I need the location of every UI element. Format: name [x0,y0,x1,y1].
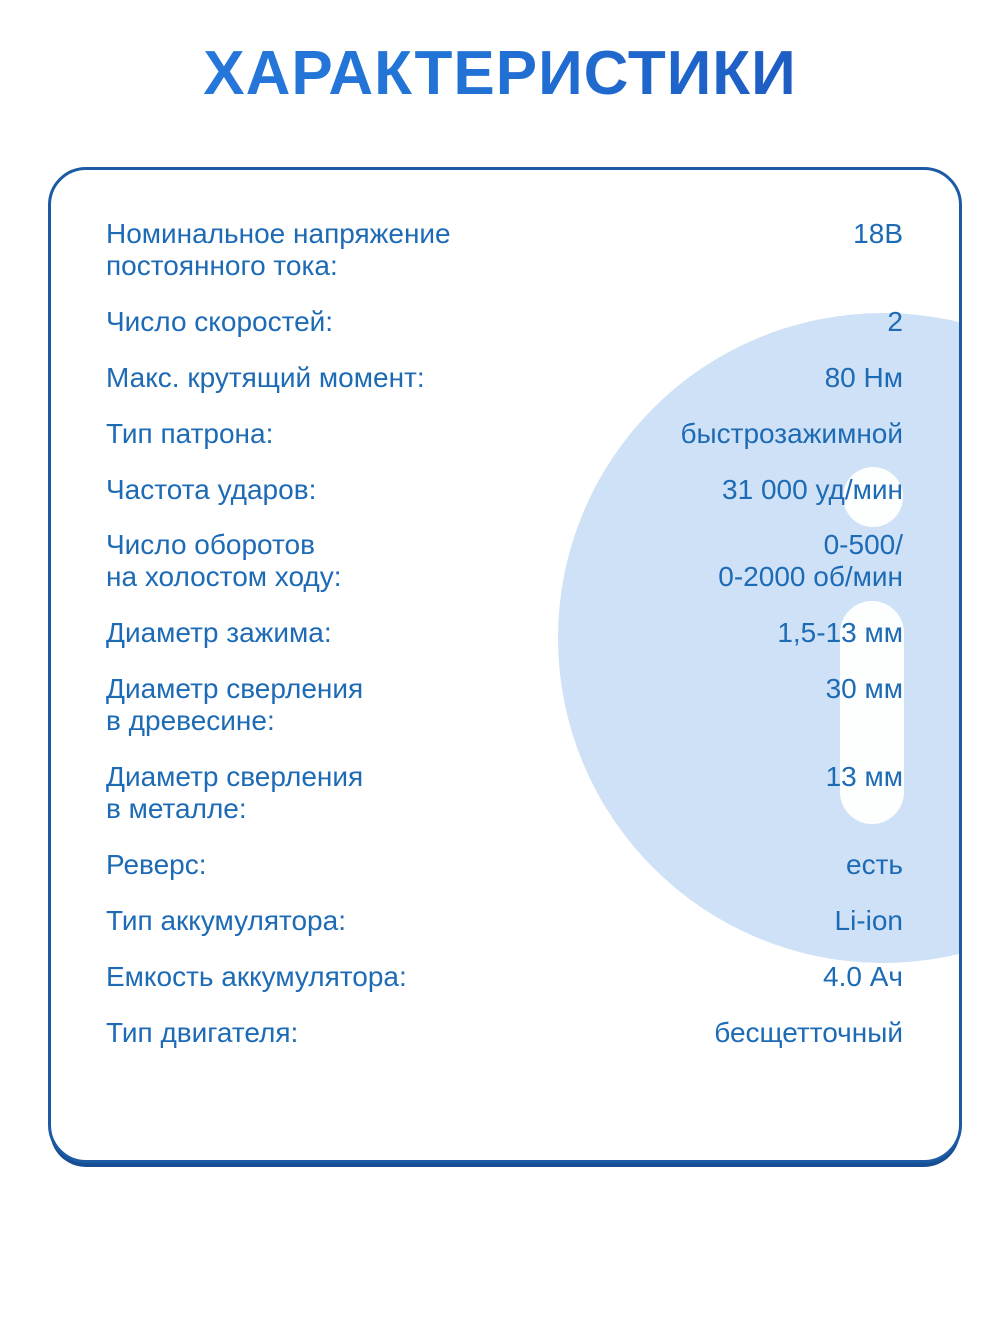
spec-label-line: Емкость аккумулятора: [106,960,407,992]
spec-label-line: Число оборотов [106,529,315,561]
spec-value: 0-500/0-2000 об/мин [718,529,903,593]
spec-row: Диаметр сверления в древесине: 30 мм [106,673,903,737]
spec-row: Частота ударов: 31 000 уд/мин [106,474,903,506]
spec-label: Макс. крутящий момент: [106,362,425,394]
spec-label-line: Реверс: [106,848,207,880]
spec-label-line: на холостом ходу: [106,561,342,593]
spec-row: Число оборотов на холостом ходу: 0-500/0-… [106,529,903,593]
spec-label-line: постоянного тока: [106,249,338,281]
spec-value: 1,5-13 мм [777,617,903,649]
spec-label: Тип двигателя: [106,1017,298,1049]
spec-value: бесщетточный [714,1017,903,1049]
spec-row: Число скоростей: 2 [106,306,903,338]
spec-value-line: 1,5-13 мм [777,617,903,649]
spec-row: Емкость аккумулятора: 4.0 Ач [106,961,903,993]
spec-label-line: Частота ударов: [106,473,317,505]
spec-label-line: Диаметр зажима: [106,617,332,649]
spec-label: Тип патрона: [106,418,273,450]
spec-value-line: 80 Нм [824,361,903,393]
spec-value-line: Li-ion [834,904,903,936]
decorative-dot [843,467,903,527]
spec-label-line: Диаметр сверления [106,760,364,792]
page-title: ХАРАКТЕРИСТИКИ [0,38,1000,109]
spec-label-line: Число скоростей: [106,305,334,337]
spec-value: 4.0 Ач [823,961,903,993]
spec-value: быстрозажимной [680,418,903,450]
spec-value-line: 31 000 уд/мин [722,473,903,505]
spec-label-line: в древесине: [106,705,275,737]
spec-label-line: Тип патрона: [106,417,274,449]
spec-value-line: 18В [853,218,903,249]
spec-card: Номинальное напряжение постоянного тока: … [48,167,962,1163]
spec-value-line: 13 мм [825,760,903,792]
spec-value: есть [846,849,903,881]
spec-label: Тип аккумулятора: [106,905,346,937]
spec-value-line: 0-2000 об/мин [718,561,903,593]
spec-label-line: в металле: [106,792,247,824]
spec-row: Макс. крутящий момент: 80 Нм [106,362,903,394]
spec-label: Диаметр зажима: [106,617,332,649]
spec-label: Число оборотов на холостом ходу: [106,529,342,593]
spec-value: 80 Нм [825,362,903,394]
spec-label: Реверс: [106,849,207,881]
spec-value-line: есть [846,848,903,880]
spec-value-line: 2 [887,305,903,337]
spec-value-line: 30 мм [825,673,903,705]
spec-row: Тип аккумулятора: Li-ion [106,905,903,937]
spec-row: Тип двигателя: бесщетточный [106,1017,903,1049]
spec-label: Емкость аккумулятора: [106,961,407,993]
spec-row: Реверс: есть [106,849,903,881]
spec-rows: Номинальное напряжение постоянного тока: … [51,170,959,1048]
spec-value-line: 4.0 Ач [823,960,903,992]
spec-row: Номинальное напряжение постоянного тока: … [106,218,903,282]
spec-label: Число скоростей: [106,306,333,338]
spec-value-line: бесщетточный [714,1016,903,1048]
spec-value: 30 мм [826,673,903,705]
spec-label: Частота ударов: [106,474,316,506]
decorative-pill [840,601,904,824]
spec-value: 2 [887,306,903,338]
spec-label: Диаметр сверления в металле: [106,761,363,825]
spec-value: Li-ion [835,905,903,937]
spec-value: 31 000 уд/мин [722,474,903,506]
spec-label-line: Макс. крутящий момент: [106,361,425,393]
spec-value: 18В [853,218,903,250]
spec-value-line: быстрозажимной [680,417,903,449]
spec-value: 13 мм [826,761,903,793]
spec-label-line: Тип двигателя: [106,1016,299,1048]
spec-value-line: 0-500/ [823,529,903,561]
spec-label: Диаметр сверления в древесине: [106,673,363,737]
spec-row: Диаметр зажима: 1,5-13 мм [106,617,903,649]
spec-row: Диаметр сверления в металле: 13 мм [106,761,903,825]
spec-row: Тип патрона: быстрозажимной [106,418,903,450]
spec-label: Номинальное напряжение постоянного тока: [106,218,451,282]
spec-label-line: Диаметр сверления [106,673,364,705]
spec-label-line: Тип аккумулятора: [106,904,346,936]
spec-label-line: Номинальное напряжение [106,218,451,249]
